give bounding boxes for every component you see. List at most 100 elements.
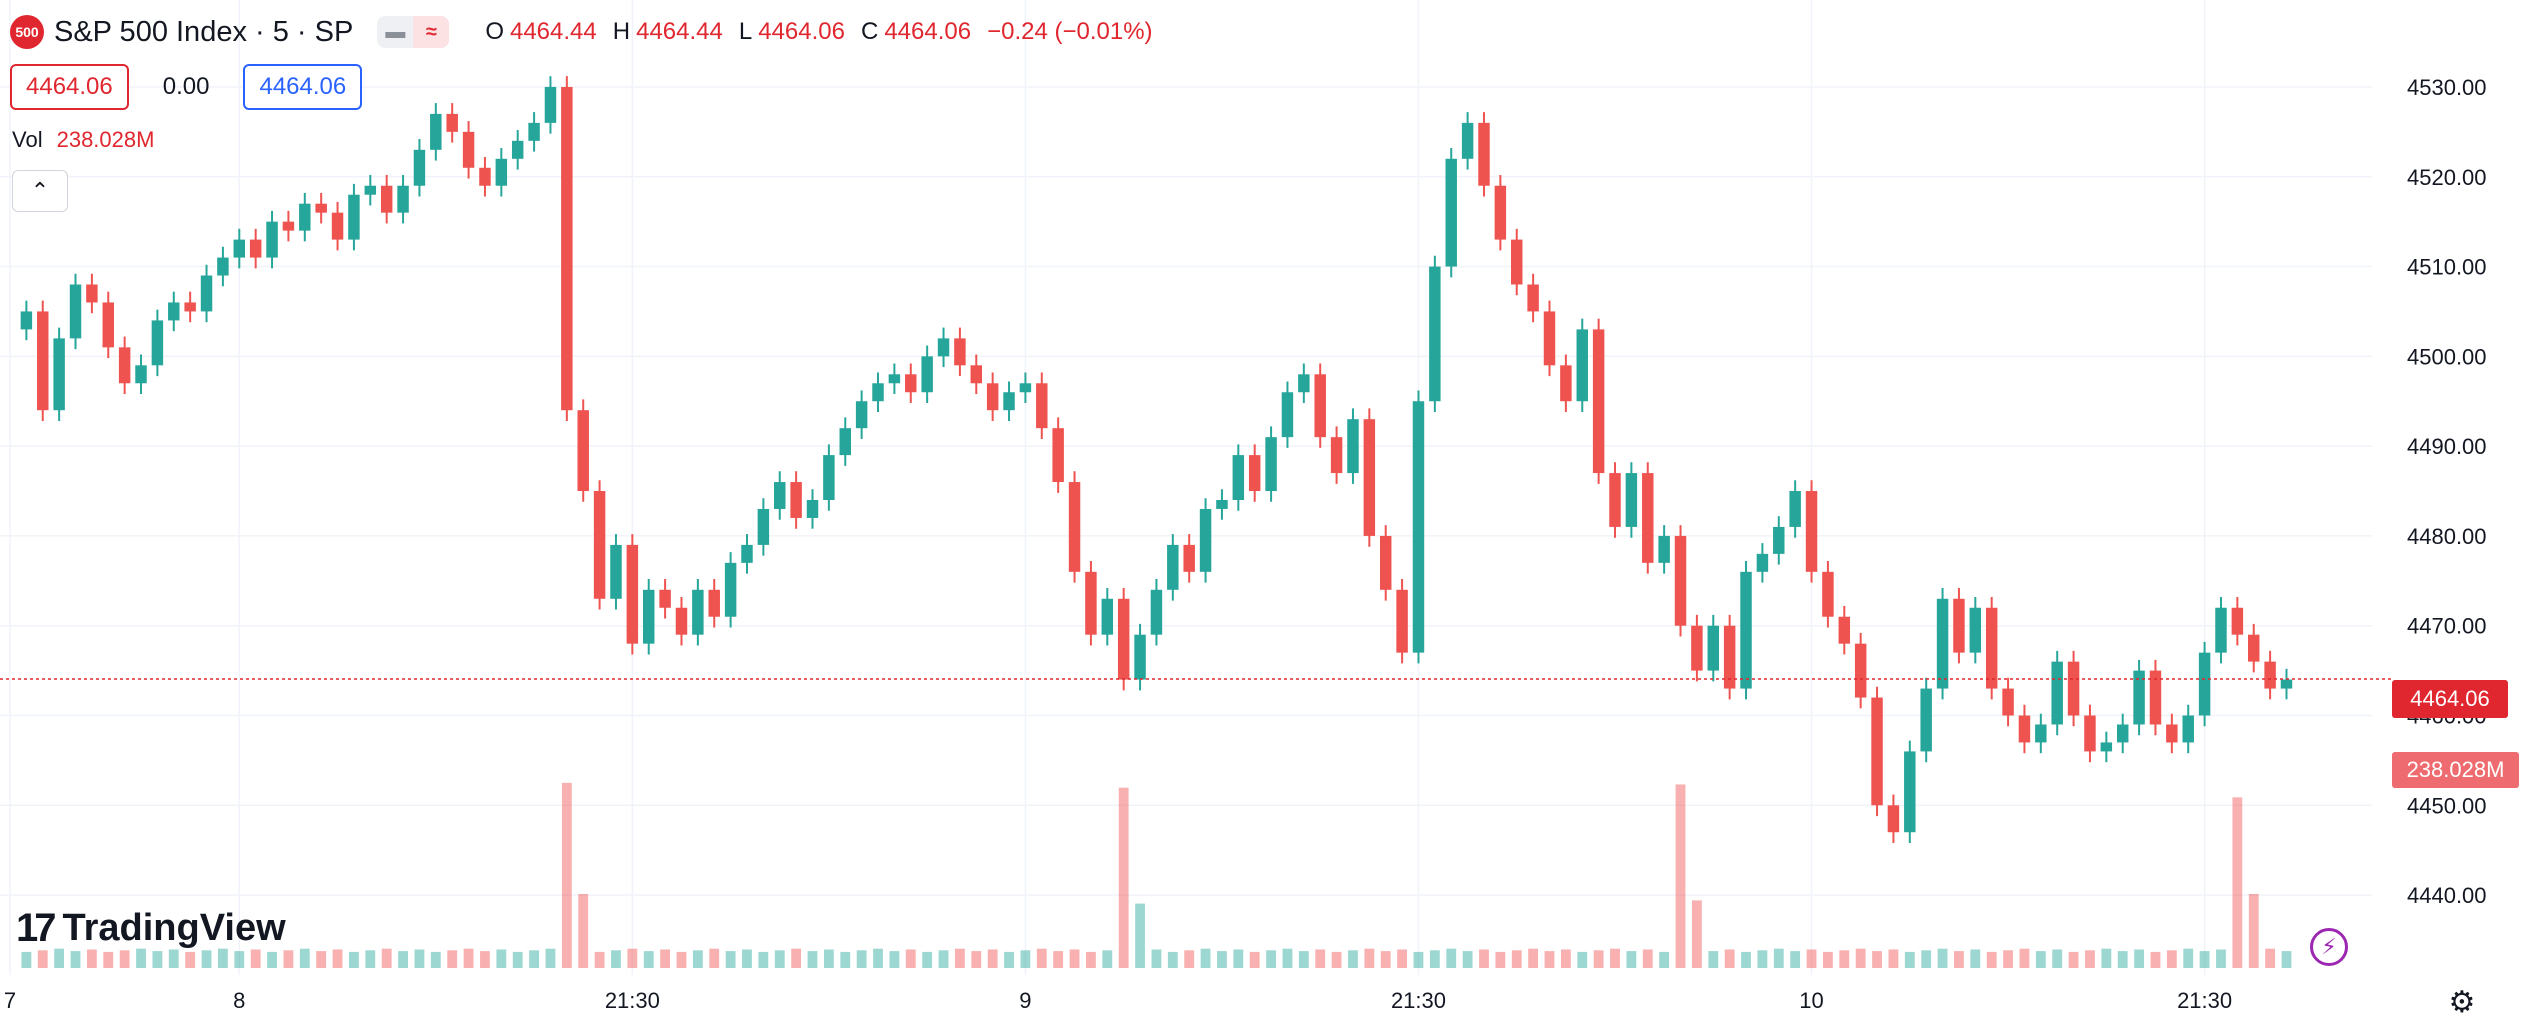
lightning-icon[interactable]: ⚡ [2310,928,2348,966]
tradingview-logo[interactable]: 17 TradingView [16,906,286,951]
candle-body [1248,455,1261,492]
chart-style-toggle[interactable]: ▬ ≈ [377,16,450,48]
volume-bar [1331,951,1342,968]
volume-bar [1888,949,1899,968]
candle-body [790,482,802,518]
volume-bar [1659,951,1670,968]
buy-button[interactable]: 4464.06 [243,64,363,110]
candle-body [380,185,393,213]
candle-body [168,302,180,321]
candle-body [1330,437,1343,474]
volume-bar [905,949,916,968]
candle-body [2002,688,2014,716]
symbol-logo[interactable]: 500 [10,15,44,49]
change-value: −0.24 (−0.01%) [987,18,1153,45]
candle-body [2166,724,2178,743]
candle-body [642,589,655,644]
candle-body [1494,185,1507,240]
candle-body [1936,598,1949,689]
candle-body [1871,697,1883,806]
volume-bar [1593,950,1604,968]
volume-bar [234,951,245,968]
candle-body [233,239,246,258]
volume-bar [1413,951,1424,968]
candle-body [659,589,671,608]
volume-bar [86,949,97,968]
volume-bar [1298,951,1309,968]
volume-bar [37,950,48,968]
volume-bar [136,948,146,968]
line-style-icon[interactable]: ≈ [413,16,450,48]
candle-body [1134,634,1146,680]
candle-body [462,131,475,168]
candle-body [561,86,573,411]
price-axis: 4530.00 4520.00 4510.00 4500.00 4490.00 4480.… [2407,75,2487,908]
candle-body [544,86,557,123]
volume-bar [332,949,343,968]
volume-bar [2216,949,2226,968]
volume-bar [250,949,261,968]
volume-bar [1773,948,1784,968]
volume-bar [2035,951,2046,968]
volume-bar [1823,951,1833,968]
candle-body [905,374,917,393]
volume-bar [496,949,507,968]
volume-bar [1872,951,1882,968]
candle-body [2264,661,2276,689]
time-tick-label: 21:30 [1391,988,1446,1013]
candle-body [1265,437,1277,492]
candle-body [577,410,589,492]
sell-button[interactable]: 4464.06 [10,64,129,110]
volume-bar [971,951,982,968]
candle-body [282,221,295,231]
volume-bar [1986,951,1997,968]
volume-bar [1577,951,1588,968]
volume-bar [1708,951,1719,968]
close-value: 4464.06 [884,18,972,45]
price-tick-label: 4500.00 [2407,344,2487,369]
volume-bar [447,950,458,968]
candle-body [1642,473,1654,563]
candle-body [2018,715,2031,743]
candle-body [1003,392,1015,411]
volume-bar [1757,950,1768,968]
collapse-legend-button[interactable]: ⌃ [12,170,68,212]
volume-bar [1282,948,1293,968]
candle-body [2035,724,2047,743]
candle-body [1347,419,1359,474]
candle-body [954,338,966,366]
volume-bar [774,950,785,968]
candle-body [724,562,737,617]
volume-bar [480,951,490,968]
volume-bar [365,950,376,968]
volume-bar [1921,950,1932,968]
volume-bar [1397,949,1408,968]
volume-bar [742,949,752,968]
volume-bar [103,951,114,968]
candle-body [249,239,262,258]
volume-bar [2134,949,2145,968]
volume-bar [709,948,720,968]
candle-body [1789,491,1801,527]
price-tick-label: 4520.00 [2407,165,2487,190]
candle-body [1167,544,1179,590]
candle-body [593,491,606,599]
candles [20,76,2293,844]
price-tick-label: 4490.00 [2407,434,2487,459]
gear-icon[interactable]: ⚙ [2448,985,2476,1019]
symbol-title[interactable]: S&P 500 Index · 5 · SP [54,15,354,48]
bars-style-icon[interactable]: ▬ [385,20,406,43]
candle-body [1068,482,1081,572]
candle-body [1822,571,1834,617]
candle-body [1101,598,1114,635]
candle-body [1314,374,1326,438]
volume-bar [1020,950,1031,968]
candle-body [37,311,49,411]
candle-body [888,374,901,384]
volume-bar [2248,893,2259,968]
volume-bar [1102,950,1113,968]
volume-bar [1741,951,1751,968]
volume-bar [54,948,65,968]
volume-bar [1200,948,1211,968]
